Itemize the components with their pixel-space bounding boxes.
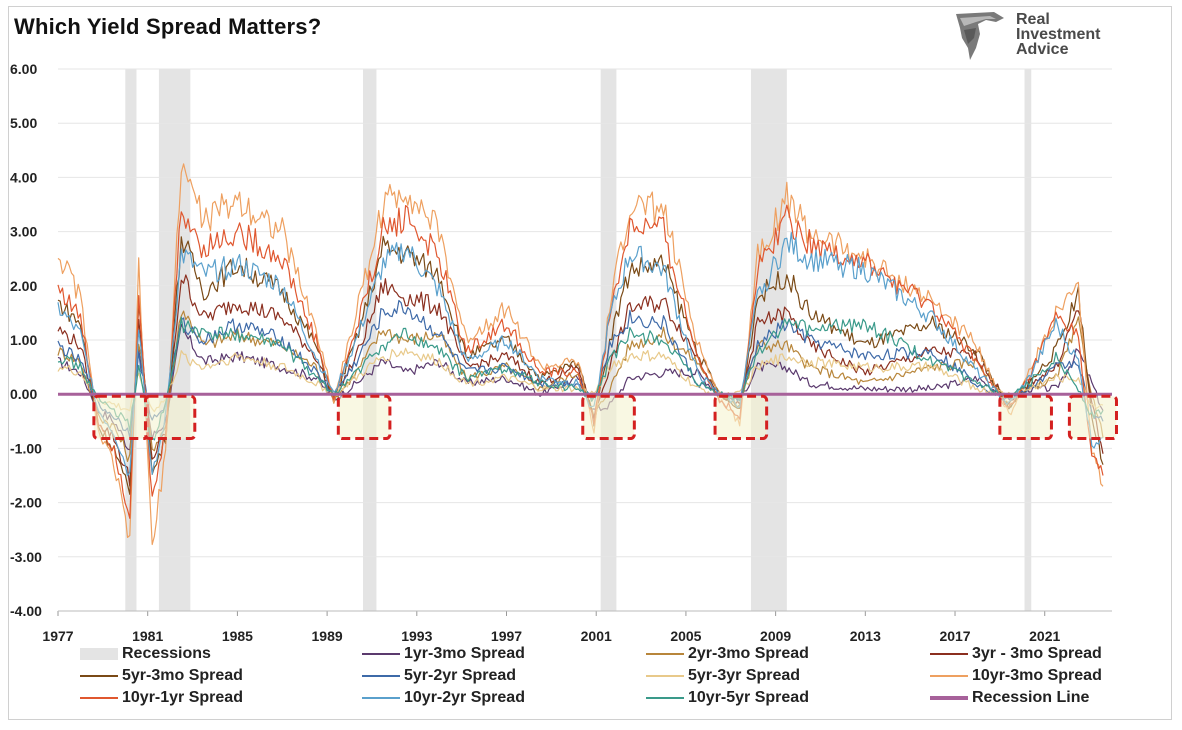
grid-lines: [58, 68, 1112, 612]
legend-label: Recession Line: [972, 689, 1090, 706]
logo-text: Real Investment Advice: [1016, 11, 1101, 58]
y-tick-label: -1.00: [10, 440, 42, 456]
yield-spread-chart: 6.00 5.00 4.00 3.00 2.00 1.00 0.00 -1.00 -2.00 -3…: [10, 61, 1118, 644]
legend-label: 3yr - 3mo Spread: [972, 645, 1102, 662]
legend-swatch: [646, 697, 684, 699]
y-tick-label: -2.00: [10, 495, 42, 511]
y-tick-label: 1.00: [10, 332, 37, 348]
legend-swatch: [930, 653, 968, 655]
series-line-3yr-3mo-spread: [57, 274, 1104, 487]
y-tick-label: 4.00: [10, 169, 37, 185]
legend-swatch: [80, 675, 118, 677]
x-tick-label: 1985: [222, 628, 253, 644]
x-axis-ticks: 1977 1981 1985 1989 1993 1997 2001 2005 2009 2013…: [42, 610, 1112, 644]
y-tick-label: 3.00: [10, 224, 37, 240]
eagle-head-icon: [956, 12, 1004, 60]
legend-label: 2yr-3mo Spread: [688, 645, 809, 662]
x-tick-label: 1981: [132, 628, 163, 644]
inversion-box-6: [1067, 394, 1118, 441]
legend-item: 10yr-1yr Spread: [80, 687, 243, 709]
inversion-box-5: [998, 394, 1053, 441]
y-tick-label: 2.00: [10, 278, 37, 294]
x-tick-label: 1993: [401, 628, 432, 644]
series-lines: [57, 163, 1104, 546]
x-tick-label: 1997: [491, 628, 522, 644]
y-tick-label: 6.00: [10, 61, 37, 77]
legend: Recessions 1yr-3mo Spread 2yr-3mo Spread 3y…: [80, 643, 1160, 715]
series-line-10yr-3mo-spread: [57, 163, 1104, 546]
legend-swatch: [362, 653, 400, 655]
series-line-5yr-3mo-spread: [57, 235, 1104, 495]
legend-label: 5yr-3mo Spread: [122, 667, 243, 684]
legend-label: 5yr-3yr Spread: [688, 667, 801, 684]
legend-item: 10yr-2yr Spread: [362, 687, 525, 709]
legend-item: Recessions: [80, 643, 211, 665]
y-tick-label: 5.00: [10, 115, 37, 131]
y-axis-ticks: 6.00 5.00 4.00 3.00 2.00 1.00 0.00 -1.00 -2.00 -3…: [10, 61, 42, 619]
y-tick-label: -4.00: [10, 603, 42, 619]
legend-label: 10yr-2yr Spread: [404, 689, 525, 706]
x-tick-label: 1977: [42, 628, 73, 644]
legend-item: 2yr-3mo Spread: [646, 643, 809, 665]
legend-label: 10yr-1yr Spread: [122, 689, 243, 706]
legend-swatch: [930, 675, 968, 677]
series-line-1yr-3mo-spread: [57, 323, 1104, 451]
x-tick-label: 2009: [760, 628, 791, 644]
series-line-10yr-2yr-spread: [57, 232, 1104, 477]
inversion-box-3: [581, 394, 636, 441]
legend-swatch: [362, 675, 400, 677]
x-tick-label: 2017: [939, 628, 970, 644]
legend-swatch: [80, 697, 118, 699]
x-tick-label: 2013: [850, 628, 881, 644]
legend-label: 10yr-5yr Spread: [688, 689, 809, 706]
legend-item: 3yr - 3mo Spread: [930, 643, 1102, 665]
legend-item: 5yr-3yr Spread: [646, 665, 800, 687]
logo-line-2: Investment: [1016, 26, 1101, 43]
legend-swatch: [646, 675, 684, 677]
y-tick-label: 0.00: [10, 386, 37, 402]
series-line-10yr-5yr-spread: [57, 316, 1104, 441]
legend-item: 5yr-2yr Spread: [362, 665, 516, 687]
legend-label: 10yr-3mo Spread: [972, 667, 1102, 684]
legend-label: Recessions: [122, 645, 211, 662]
chart-title: Which Yield Spread Matters?: [14, 14, 322, 39]
series-line-10yr-1yr-spread: [57, 204, 1104, 519]
legend-swatch: [80, 648, 118, 660]
legend-swatch: [362, 697, 400, 699]
logo-line-3: Advice: [1016, 41, 1069, 58]
inversion-box-4: [713, 394, 769, 441]
inversion-box-1: [143, 394, 197, 441]
logo: Real Investment Advice: [950, 8, 1140, 64]
x-tick-label: 2021: [1029, 628, 1060, 644]
legend-swatch: [646, 653, 684, 655]
legend-swatch: [930, 696, 968, 700]
y-tick-label: -3.00: [10, 549, 42, 565]
x-tick-label: 2005: [670, 628, 701, 644]
legend-item: 10yr-5yr Spread: [646, 687, 809, 709]
x-tick-label: 2001: [581, 628, 612, 644]
inversion-box-0: [92, 394, 150, 441]
series-line-5yr-2yr-spread: [57, 299, 1104, 438]
inversion-box-2: [336, 394, 392, 441]
legend-label: 5yr-2yr Spread: [404, 667, 517, 684]
legend-item: 5yr-3mo Spread: [80, 665, 243, 687]
x-tick-label: 1989: [312, 628, 343, 644]
inversion-boxes: [92, 394, 1118, 441]
legend-item: 10yr-3mo Spread: [930, 665, 1102, 687]
legend-item: 1yr-3mo Spread: [362, 643, 525, 665]
logo-line-1: Real: [1016, 11, 1050, 28]
legend-item: Recession Line: [930, 687, 1089, 709]
legend-label: 1yr-3mo Spread: [404, 645, 525, 662]
